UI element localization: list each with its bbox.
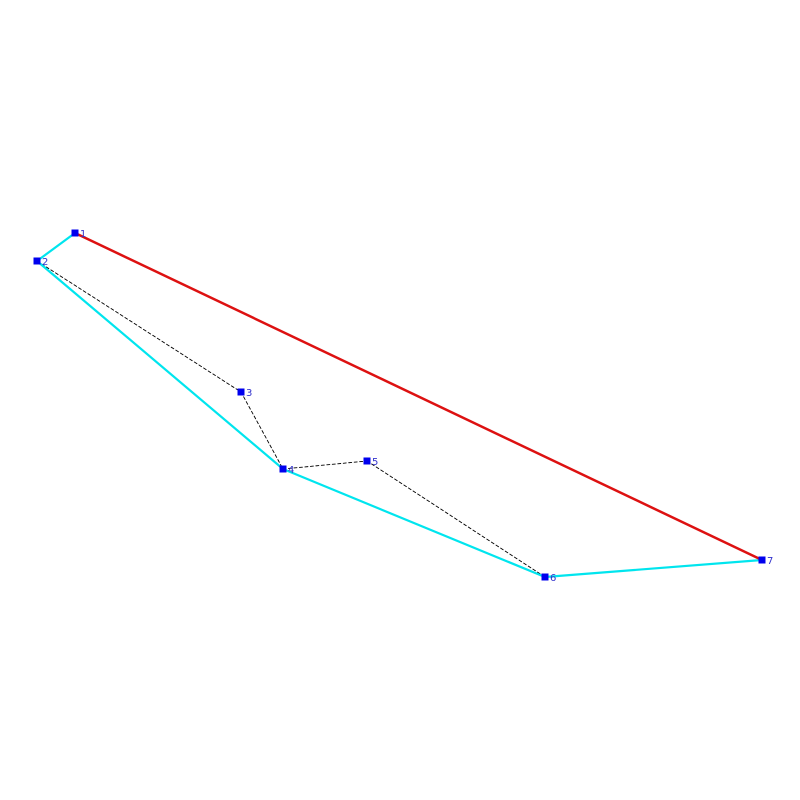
point-marker-4 <box>279 465 287 473</box>
point-marker-2 <box>33 257 41 265</box>
point-marker-3 <box>237 388 245 396</box>
polyline-edge-3-4 <box>240 391 284 470</box>
point-label-6: 6 <box>550 573 556 584</box>
polyline-edge-2-3 <box>36 260 242 393</box>
points <box>33 229 766 581</box>
upper-hull-edge-1-7 <box>73 231 764 562</box>
lower-hull-edge-2-4 <box>35 259 285 471</box>
point-marker-5 <box>363 457 371 465</box>
point-marker-6 <box>541 573 549 581</box>
point-label-2: 2 <box>42 257 48 268</box>
point-label-5: 5 <box>372 457 378 468</box>
point-label-1: 1 <box>80 229 86 240</box>
point-label-3: 3 <box>246 388 252 399</box>
point-label-7: 7 <box>767 556 773 567</box>
lower-hull-edge-1-2 <box>35 231 77 263</box>
polyline-edge-4-5 <box>282 460 368 470</box>
point-labels: 1 2 3 4 5 6 7 <box>42 229 773 584</box>
polyline-edge-5-6 <box>366 460 546 578</box>
point-label-4: 4 <box>288 465 294 476</box>
point-marker-1 <box>71 229 79 237</box>
lower-hull <box>35 231 764 579</box>
lower-hull-edge-6-7 <box>543 558 764 579</box>
upper-hull <box>73 231 764 562</box>
point-marker-7 <box>758 556 766 564</box>
lower-hull-edge-4-6 <box>281 467 547 579</box>
